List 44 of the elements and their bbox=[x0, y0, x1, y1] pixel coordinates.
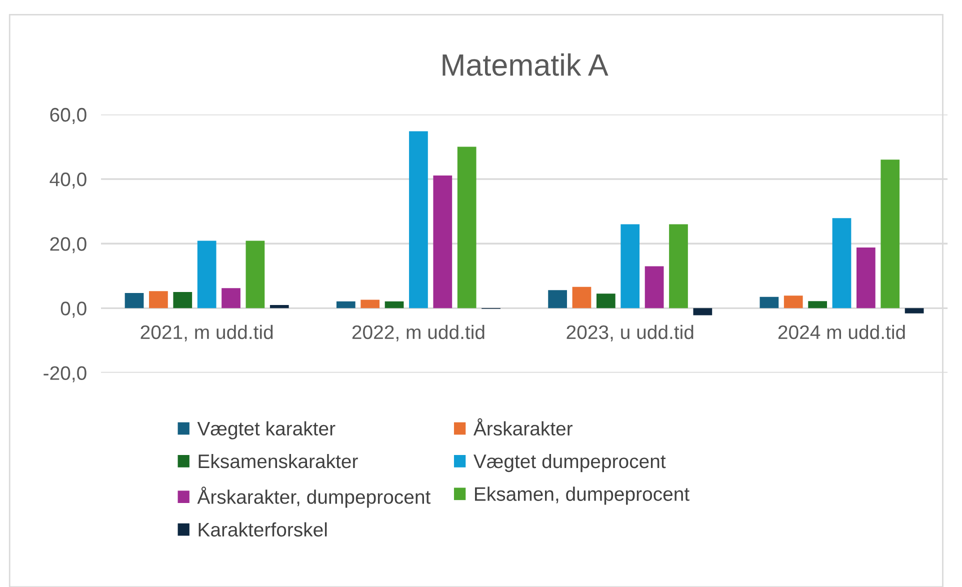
bar bbox=[433, 175, 452, 308]
bar bbox=[270, 304, 289, 308]
bar bbox=[904, 308, 924, 314]
bar bbox=[784, 296, 803, 308]
bar bbox=[832, 218, 852, 308]
bar bbox=[620, 224, 640, 308]
bar bbox=[246, 240, 265, 308]
bar bbox=[548, 290, 567, 308]
y-tick-label: 60,0 bbox=[50, 108, 86, 124]
bar bbox=[457, 146, 476, 308]
bar bbox=[693, 308, 712, 316]
x-tick-label: 2021, m udd.tid bbox=[140, 324, 273, 342]
legend-label: Årskarakter bbox=[473, 418, 573, 436]
legend-label: Vægtet karakter bbox=[197, 421, 336, 440]
y-tick-label: -20,0 bbox=[44, 366, 86, 382]
legend-label: Eksamen, dumpeprocent bbox=[475, 486, 690, 505]
bar bbox=[149, 291, 168, 308]
legend-label: Karakterforskel bbox=[198, 522, 327, 537]
bar bbox=[856, 247, 876, 308]
bar bbox=[222, 288, 240, 308]
bar bbox=[124, 293, 144, 308]
bar bbox=[596, 294, 616, 308]
bar bbox=[644, 266, 664, 308]
bar bbox=[760, 296, 779, 308]
legend-label: Årskarakter, dumpeprocent bbox=[197, 486, 431, 508]
bar bbox=[808, 301, 827, 308]
bar bbox=[197, 240, 216, 308]
y-tick-label: 0,0 bbox=[60, 302, 86, 318]
bar bbox=[384, 301, 404, 308]
bar bbox=[173, 292, 192, 308]
bar bbox=[409, 131, 428, 308]
x-tick-label: 2024 m udd.tid bbox=[778, 324, 905, 340]
y-tick-label: 40,0 bbox=[50, 172, 86, 189]
bar bbox=[572, 286, 592, 308]
bar bbox=[336, 301, 356, 308]
bar bbox=[669, 224, 688, 308]
bar bbox=[880, 160, 900, 308]
legend-label: Vægtet dumpeprocent bbox=[474, 454, 666, 472]
legend-label: Eksamenskarakter bbox=[198, 454, 358, 468]
chart-title: Matematik A bbox=[442, 53, 608, 76]
x-tick-label: 2023, u udd.tid bbox=[566, 324, 694, 342]
y-tick-label: 20,0 bbox=[50, 237, 86, 254]
x-tick-label: 2022, m udd.tid bbox=[352, 324, 484, 342]
bar bbox=[360, 300, 380, 308]
